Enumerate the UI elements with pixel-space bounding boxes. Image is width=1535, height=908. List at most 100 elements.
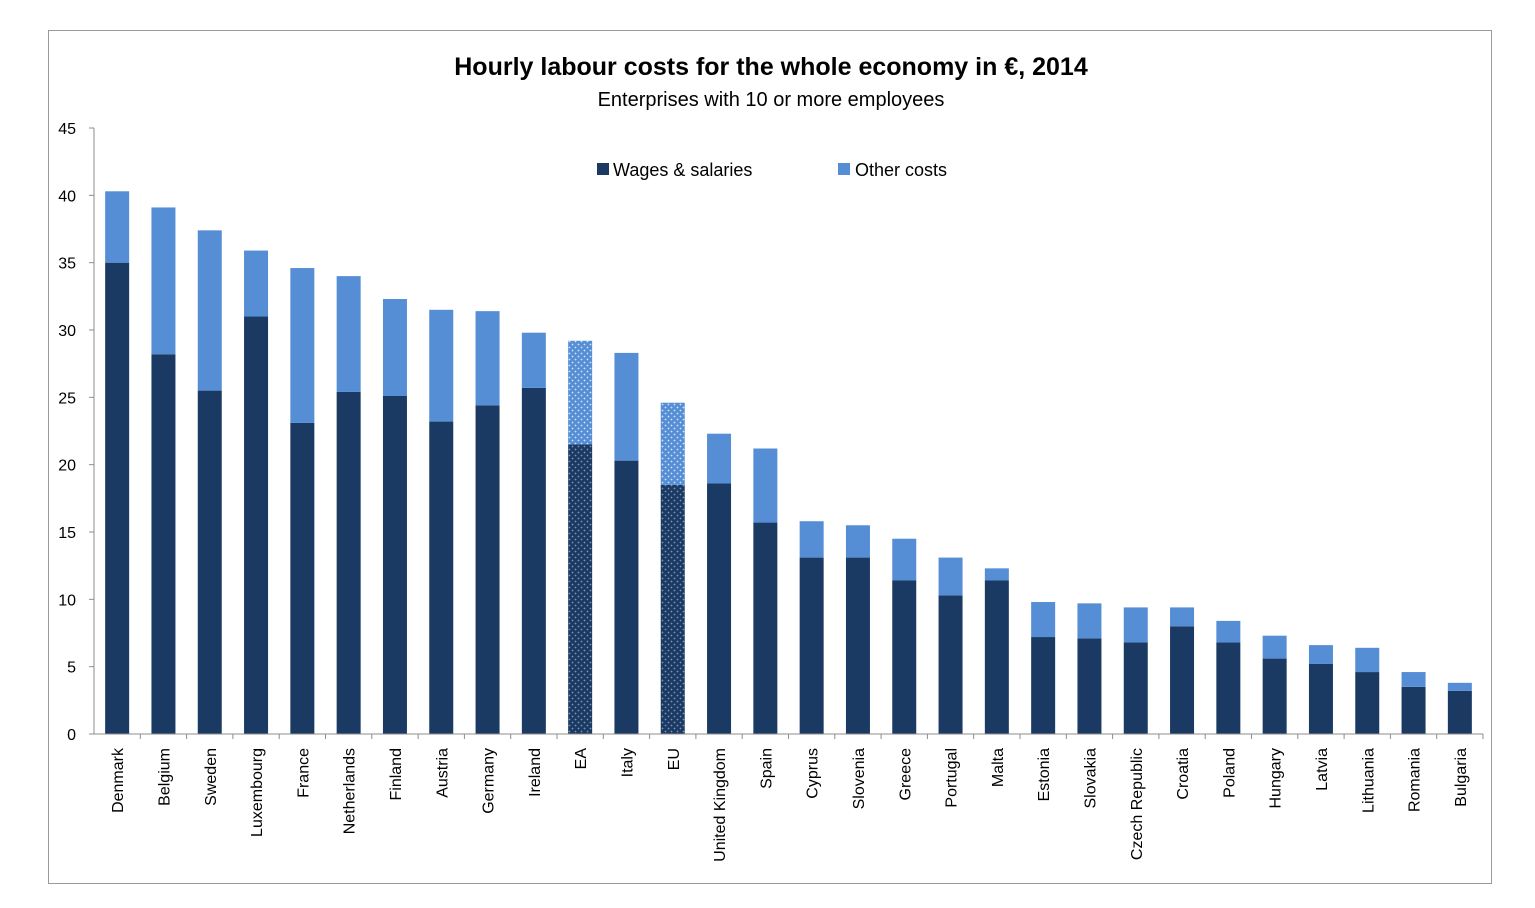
bar-other-slovenia: [845, 525, 870, 558]
bar-wages-cyprus: [799, 557, 824, 734]
chart-frame: Hourly labour costs for the whole econom…: [48, 30, 1492, 884]
bar-other-romania: [1401, 672, 1426, 687]
bar-wages-estonia: [1031, 637, 1056, 734]
legend-swatch-other: [838, 163, 850, 175]
bar-other-lithuania: [1355, 647, 1380, 673]
chart-title: Hourly labour costs for the whole econom…: [454, 53, 1088, 81]
bar-wages-austria: [429, 421, 454, 734]
bar-other-ireland: [521, 332, 546, 388]
bar-wages-finland: [382, 395, 407, 734]
legend-label-wages: Wages & salaries: [613, 160, 752, 180]
category-label: Ireland: [527, 748, 544, 797]
y-tick-label: 45: [58, 121, 76, 138]
legend-swatch-wages: [597, 163, 609, 175]
category-label: Germany: [481, 748, 498, 814]
bar-other-poland: [1216, 620, 1241, 643]
bar-other-estonia: [1031, 602, 1056, 638]
y-axis: 0 5 10 15 20 25 30 35 40 45: [58, 121, 95, 744]
bar-wages-slovakia: [1077, 638, 1102, 734]
y-tick-label: 10: [58, 592, 76, 609]
category-label: Italy: [619, 748, 636, 777]
bar-wages-ea: [568, 444, 593, 734]
bar-other-italy: [614, 352, 639, 461]
bar-other-bulgaria: [1447, 682, 1472, 691]
category-label: Slovakia: [1082, 748, 1099, 809]
category-label: Austria: [434, 748, 451, 798]
bar-other-france: [290, 268, 315, 423]
bar-wages-portugal: [938, 595, 963, 734]
bar-other-denmark: [105, 191, 130, 263]
bar-other-netherlands: [336, 276, 361, 392]
category-label: Latvia: [1314, 748, 1331, 791]
bar-wages-luxembourg: [244, 316, 269, 734]
category-label: Cyprus: [805, 748, 822, 799]
bar-other-germany: [475, 311, 500, 406]
bar-other-sweden: [197, 230, 222, 391]
bar-other-austria: [429, 309, 454, 422]
bar-other-finland: [382, 299, 407, 396]
bar-other-ea: [568, 340, 593, 445]
bar-other-cyprus: [799, 521, 824, 558]
category-label: EU: [666, 748, 683, 770]
category-label: EA: [573, 748, 590, 770]
category-label: Slovenia: [851, 748, 868, 809]
y-tick-label: 15: [58, 525, 76, 542]
category-label: Netherlands: [342, 748, 359, 834]
category-label: Romania: [1407, 748, 1424, 812]
bar-wages-bulgaria: [1447, 690, 1472, 734]
bar-other-eu: [660, 402, 685, 485]
bar-wages-germany: [475, 405, 500, 734]
category-label: Croatia: [1175, 748, 1192, 800]
bar-wages-eu: [660, 484, 685, 734]
category-label: Sweden: [203, 748, 220, 806]
bar-other-latvia: [1308, 645, 1333, 664]
y-tick-label: 20: [58, 458, 76, 475]
bar-other-belgium: [151, 207, 176, 355]
category-label: United Kingdom: [712, 748, 729, 862]
y-tick-label: 30: [58, 323, 76, 340]
y-tick-label: 25: [58, 390, 76, 407]
bar-wages-united-kingdom: [707, 483, 732, 734]
category-label: Hungary: [1268, 748, 1285, 808]
category-label: Greece: [897, 748, 914, 801]
bar-other-united-kingdom: [707, 433, 732, 484]
bar-other-czech-republic: [1123, 607, 1148, 643]
category-label: Czech Republic: [1129, 748, 1146, 860]
bar-other-greece: [892, 538, 917, 581]
y-tick-label: 35: [58, 256, 76, 273]
legend: Wages & salaries Other costs: [597, 160, 947, 180]
category-label: Estonia: [1036, 748, 1053, 801]
category-label: Bulgaria: [1453, 748, 1470, 807]
y-tick-label: 5: [67, 660, 76, 677]
bars: [105, 191, 1472, 734]
category-label: Portugal: [944, 748, 961, 808]
bar-other-hungary: [1262, 635, 1287, 659]
category-label: Belgium: [156, 748, 173, 806]
y-tick-label: 40: [58, 188, 76, 205]
category-label: Lithuania: [1360, 748, 1377, 813]
legend-label-other: Other costs: [855, 160, 947, 180]
bar-wages-ireland: [521, 387, 546, 734]
bar-wages-hungary: [1262, 658, 1287, 734]
bar-wages-netherlands: [336, 391, 361, 734]
bar-wages-italy: [614, 460, 639, 734]
bar-wages-croatia: [1170, 626, 1195, 734]
category-label: France: [295, 748, 312, 798]
category-label: Malta: [990, 748, 1007, 787]
stacked-bar-chart: Hourly labour costs for the whole econom…: [58, 53, 1484, 862]
bar-other-croatia: [1170, 607, 1195, 627]
x-axis: Denmark Belgium Sweden Luxembourg France Neth…: [94, 733, 1484, 862]
bar-wages-czech-republic: [1123, 642, 1148, 734]
bar-wages-lithuania: [1355, 672, 1380, 734]
bar-wages-poland: [1216, 642, 1241, 734]
bar-other-spain: [753, 448, 778, 523]
category-label: Luxembourg: [249, 748, 266, 837]
bar-wages-belgium: [151, 354, 176, 734]
bar-other-malta: [984, 568, 1009, 581]
chart-subtitle: Enterprises with 10 or more employees: [598, 89, 945, 111]
bar-wages-spain: [753, 522, 778, 734]
bar-wages-slovenia: [845, 557, 870, 734]
bar-wages-france: [290, 422, 315, 734]
category-label: Spain: [758, 748, 775, 789]
category-label: Denmark: [110, 747, 127, 813]
